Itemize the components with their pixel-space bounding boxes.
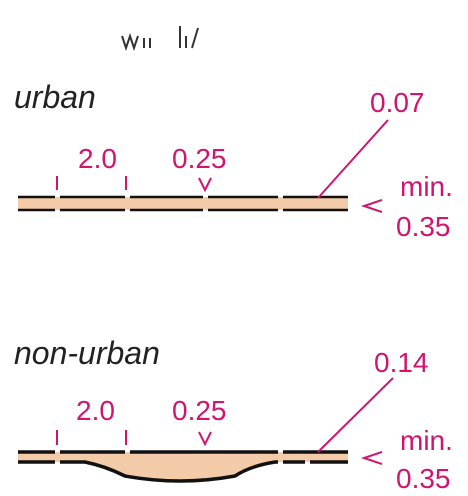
section-label: urban [14,79,96,115]
pavement [18,197,348,210]
min-label: min. [400,425,453,456]
slope-label: 0.25 [172,143,227,174]
pavement-edges [18,195,348,212]
slope-label: 0.25 [172,395,227,426]
pavement-edges [18,450,348,483]
width-label: 2.0 [76,395,115,426]
min-label: min. [400,171,453,202]
section-label: non-urban [14,335,160,371]
urban-section: urban 2.0 0.25 0.07 min. 0.35 [14,79,453,242]
annotation-lines [56,377,394,465]
thickness-label: 0.14 [374,347,429,378]
thickness-label: 0.07 [370,87,425,118]
cropped-header [121,26,199,52]
pavement [18,452,348,481]
min-value: 0.35 [396,211,451,242]
width-label: 2.0 [78,143,117,174]
min-value: 0.35 [396,463,451,494]
non-urban-section: non-urban 2.0 0.25 0.14 min. 0.35 [14,335,453,494]
annotation-lines [56,119,389,213]
